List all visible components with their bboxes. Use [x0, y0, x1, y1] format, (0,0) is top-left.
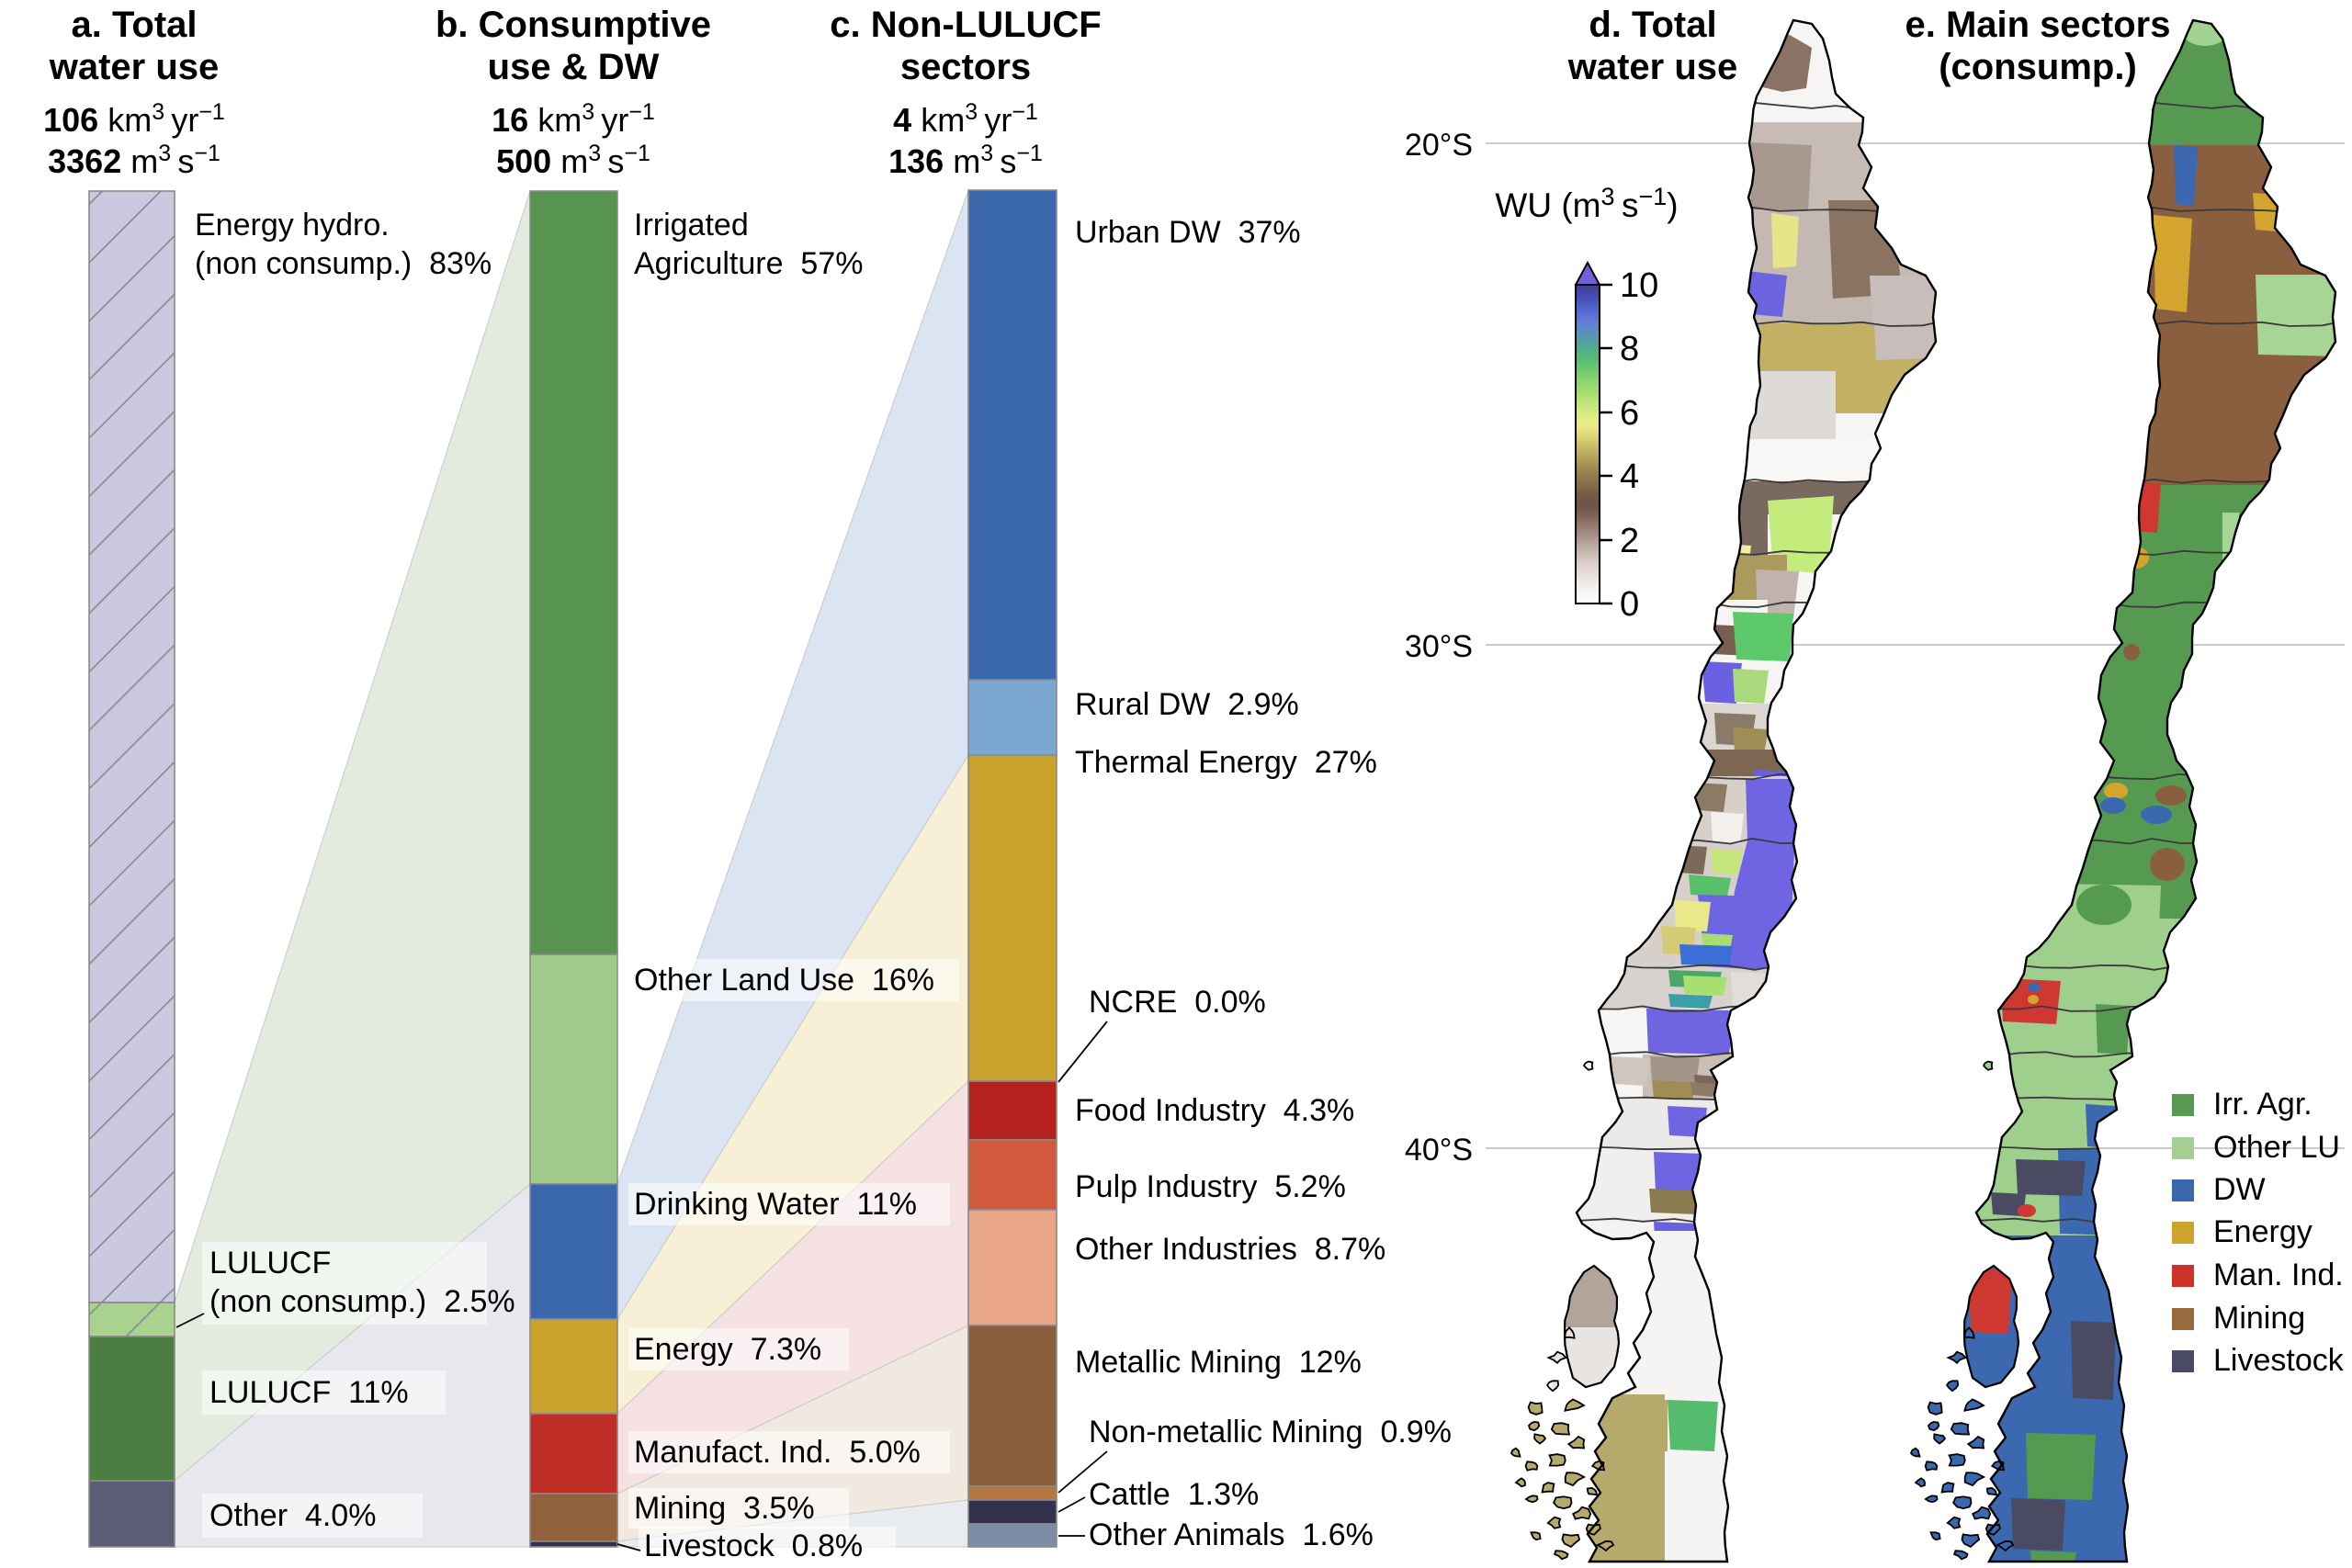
svg-text:Manufact. Ind. 5.0%: Manufact. Ind. 5.0% [634, 1435, 921, 1470]
svg-text:20°S: 20°S [1405, 128, 1473, 163]
svg-text:Other Animals 1.6%: Other Animals 1.6% [1089, 1517, 1374, 1552]
svg-text:Irr. Agr.: Irr. Agr. [2213, 1087, 2312, 1122]
svg-text:Rural DW 2.9%: Rural DW 2.9% [1075, 687, 1299, 722]
svg-text:Mining: Mining [2213, 1301, 2305, 1336]
svg-text:Non-metallic Mining 0.9%: Non-metallic Mining 0.9% [1089, 1415, 1452, 1450]
svg-text:(consump.): (consump.) [1939, 47, 2137, 87]
svg-text:4: 4 [1620, 457, 1639, 496]
svg-text:sectors: sectors [900, 47, 1031, 87]
svg-text:2: 2 [1620, 522, 1639, 560]
svg-text:Energy 7.3%: Energy 7.3% [634, 1332, 821, 1367]
svg-text:Energy hydro.: Energy hydro. [195, 208, 390, 243]
svg-text:Thermal Energy 27%: Thermal Energy 27% [1075, 745, 1377, 780]
svg-text:(non consump.) 83%: (non consump.) 83% [195, 246, 492, 281]
svg-text:Livestock 0.8%: Livestock 0.8% [644, 1529, 863, 1563]
svg-text:4 km3 yr−1: 4 km3 yr−1 [893, 99, 1038, 139]
svg-text:Other LU: Other LU [2213, 1130, 2340, 1165]
svg-text:Food Industry 4.3%: Food Industry 4.3% [1075, 1093, 1354, 1128]
svg-text:NCRE 0.0%: NCRE 0.0% [1089, 985, 1266, 1020]
svg-text:d. Total: d. Total [1589, 5, 1716, 45]
svg-text:8: 8 [1620, 330, 1639, 368]
svg-text:Pulp Industry 5.2%: Pulp Industry 5.2% [1075, 1169, 1346, 1204]
svg-text:Energy: Energy [2213, 1214, 2312, 1249]
svg-text:(non consump.) 2.5%: (non consump.) 2.5% [209, 1284, 515, 1319]
svg-text:136 m3 s−1: 136 m3 s−1 [888, 141, 1043, 180]
svg-text:Man. Ind.: Man. Ind. [2213, 1258, 2344, 1292]
svg-text:Metallic Mining 12%: Metallic Mining 12% [1075, 1345, 1362, 1380]
svg-text:Other Land Use 16%: Other Land Use 16% [634, 963, 934, 998]
svg-text:DW: DW [2213, 1172, 2266, 1207]
svg-text:Cattle 1.3%: Cattle 1.3% [1089, 1477, 1259, 1512]
svg-text:30°S: 30°S [1405, 629, 1473, 664]
svg-text:water use: water use [49, 47, 220, 87]
svg-text:e. Main sectors: e. Main sectors [1905, 5, 2170, 45]
svg-text:3362 m3 s−1: 3362 m3 s−1 [48, 141, 220, 180]
svg-text:10: 10 [1620, 266, 1658, 305]
svg-text:Drinking Water 11%: Drinking Water 11% [634, 1187, 917, 1222]
svg-text:16 km3 yr−1: 16 km3 yr−1 [492, 99, 655, 139]
svg-text:Agriculture 57%: Agriculture 57% [634, 246, 863, 281]
svg-text:water use: water use [1567, 47, 1738, 87]
svg-text:Other 4.0%: Other 4.0% [209, 1498, 376, 1533]
svg-text:Mining 3.5%: Mining 3.5% [634, 1491, 815, 1526]
svg-text:Urban DW 37%: Urban DW 37% [1075, 215, 1301, 250]
svg-text:106 km3 yr−1: 106 km3 yr−1 [43, 99, 225, 139]
svg-text:LULUCF: LULUCF [209, 1246, 331, 1280]
svg-text:Livestock: Livestock [2213, 1343, 2345, 1378]
svg-text:40°S: 40°S [1405, 1133, 1473, 1168]
svg-text:Other Industries 8.7%: Other Industries 8.7% [1075, 1232, 1385, 1267]
svg-text:Irrigated: Irrigated [634, 208, 749, 243]
svg-text:a. Total: a. Total [71, 5, 197, 45]
svg-text:c. Non-LULUCF: c. Non-LULUCF [830, 5, 1102, 45]
svg-text:LULUCF 11%: LULUCF 11% [209, 1375, 409, 1410]
svg-text:6: 6 [1620, 394, 1639, 433]
svg-text:0: 0 [1620, 585, 1639, 624]
svg-text:b. Consumptive: b. Consumptive [435, 5, 711, 45]
svg-text:use & DW: use & DW [488, 47, 660, 87]
